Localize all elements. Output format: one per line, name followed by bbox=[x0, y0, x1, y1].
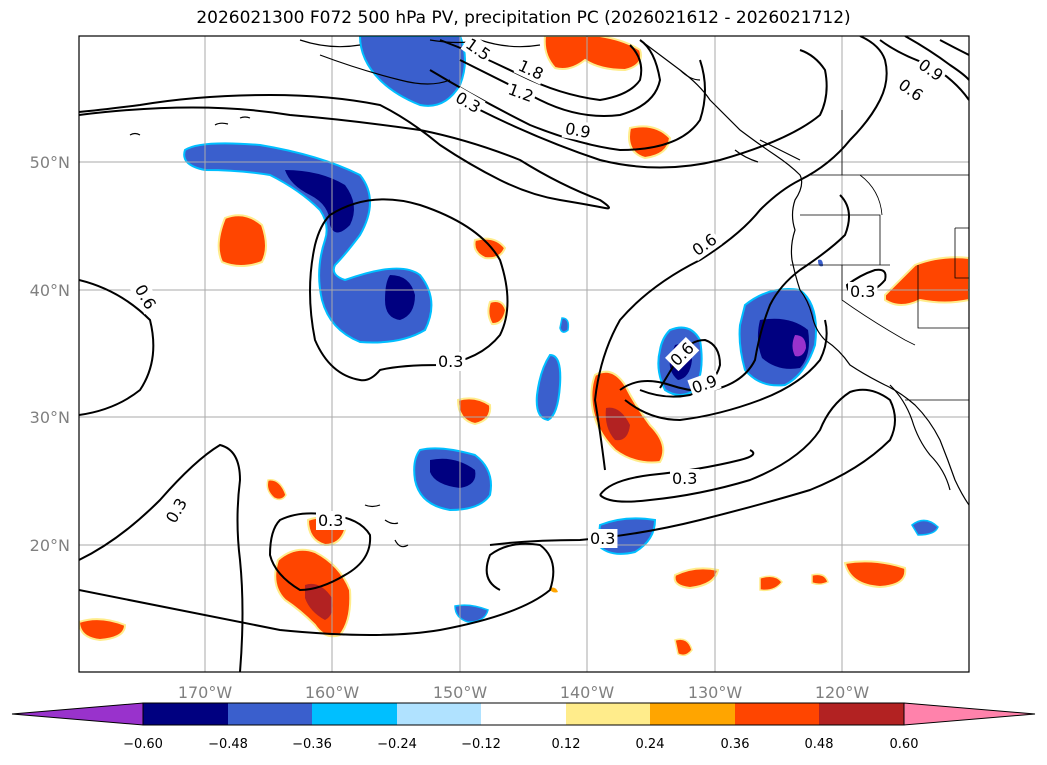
contour-label-halo bbox=[686, 228, 723, 261]
contour-label-halo bbox=[503, 78, 538, 107]
precip-blob-pos bbox=[266, 479, 287, 501]
precip-blob-neg bbox=[911, 519, 939, 536]
contour-label-halo bbox=[665, 337, 700, 372]
colorbar-segment bbox=[312, 703, 397, 725]
colorbar-segment bbox=[397, 703, 481, 725]
colorbar-segment bbox=[481, 703, 566, 725]
precip-blob-neg-core bbox=[430, 458, 476, 488]
precip-blob-pos bbox=[628, 125, 672, 160]
precip-blob-neg bbox=[183, 142, 433, 344]
precipitation-shading bbox=[79, 36, 969, 657]
contour-label-halo bbox=[513, 55, 549, 85]
precip-blob-pos bbox=[674, 638, 693, 657]
contour-label: 0.6 bbox=[895, 75, 927, 105]
precip-blob-neg-core bbox=[385, 275, 415, 320]
colorbar-extend-right bbox=[903, 702, 1036, 726]
contour-label: 0.3 bbox=[850, 282, 875, 301]
pv-contours bbox=[79, 36, 969, 672]
contour-label: 0.3 bbox=[318, 511, 343, 530]
contour-label-halo bbox=[913, 53, 949, 87]
precip-blob-neg bbox=[454, 604, 489, 623]
contour-label-halo bbox=[848, 282, 878, 301]
contour-label-halo bbox=[450, 86, 486, 119]
colorbar-tick: 0.60 bbox=[890, 737, 919, 752]
lon-tick-label: 130°W bbox=[688, 683, 743, 702]
lat-tick-label: 30°N bbox=[30, 408, 70, 427]
colorbar-tick: −0.36 bbox=[292, 737, 332, 752]
contour-label-halo bbox=[436, 352, 466, 371]
precip-blob-pos bbox=[456, 397, 492, 426]
colorbar-segment bbox=[650, 703, 735, 725]
lon-tick-label: 120°W bbox=[815, 683, 870, 702]
contour-label: 0.6 bbox=[689, 230, 721, 260]
lat-tick-label: 20°N bbox=[30, 536, 70, 555]
colorbar-tick: −0.24 bbox=[377, 737, 417, 752]
contour-label-halo bbox=[460, 33, 496, 66]
contour-label-halo bbox=[893, 73, 929, 107]
contour-label: 0.3 bbox=[672, 469, 697, 488]
colorbar-tick: 0.12 bbox=[552, 737, 581, 752]
contour-label-halo bbox=[670, 469, 700, 488]
colorbar-extend-left bbox=[11, 702, 144, 726]
precip-blob-pos bbox=[543, 36, 642, 72]
contour-label-halo bbox=[160, 493, 193, 529]
precip-blob-pos-core bbox=[305, 583, 333, 620]
precip-blob-pos bbox=[673, 567, 720, 590]
precip-blob-pos bbox=[79, 618, 127, 642]
longitude-ticks: 170°W 160°W 150°W 140°W 130°W 120°W bbox=[178, 683, 870, 702]
colorbar-segment bbox=[735, 703, 819, 725]
lon-tick-label: 170°W bbox=[178, 683, 233, 702]
precip-blob-pos bbox=[217, 214, 267, 267]
precip-blob-pos bbox=[759, 575, 783, 592]
political-borders bbox=[790, 110, 969, 401]
precip-blob-pos bbox=[487, 300, 508, 326]
lon-tick-label: 140°W bbox=[560, 683, 615, 702]
map-frame bbox=[78, 35, 970, 673]
contour-label-halo bbox=[687, 370, 722, 399]
colorbar-tick: −0.48 bbox=[208, 737, 248, 752]
colorbar-segment bbox=[819, 703, 904, 725]
coastlines bbox=[129, 39, 969, 548]
colorbar-tick: −0.12 bbox=[461, 737, 501, 752]
colorbar: −0.60 −0.48 −0.36 −0.24 −0.12 0.12 0.24 … bbox=[11, 702, 1036, 752]
contour-label: 0.9 bbox=[564, 119, 592, 142]
colorbar-tick: −0.60 bbox=[123, 737, 163, 752]
contour-label-halo bbox=[588, 529, 618, 548]
precip-blob-pos bbox=[811, 573, 829, 586]
lat-tick-label: 50°N bbox=[30, 153, 70, 172]
contour-label-halo bbox=[129, 279, 161, 315]
colorbar-segment bbox=[143, 703, 228, 725]
lon-tick-label: 160°W bbox=[305, 683, 360, 702]
colorbar-tick: 0.48 bbox=[805, 737, 834, 752]
colorbar-tick: 0.24 bbox=[636, 737, 665, 752]
contour-label-halo bbox=[316, 511, 346, 530]
contour-labels: 1.5 1.8 1.2 0.3 0.9 0.9 0.6 0.6 0.6 0.3 … bbox=[129, 33, 949, 548]
precip-blob-pos-core bbox=[605, 407, 630, 441]
precip-blob-pos bbox=[884, 256, 969, 306]
precip-blob-neg-core bbox=[285, 170, 354, 233]
colorbar-tick: 0.36 bbox=[721, 737, 750, 752]
colorbar-segment bbox=[228, 703, 312, 725]
lon-tick-label: 150°W bbox=[433, 683, 488, 702]
colorbar-frame bbox=[142, 702, 905, 726]
precip-blob-neg bbox=[358, 36, 466, 107]
precip-blob-neg bbox=[535, 353, 562, 422]
precip-blob-neg-core bbox=[757, 318, 809, 369]
precip-blob-pos bbox=[473, 237, 507, 260]
contour-label: 0.3 bbox=[590, 529, 615, 548]
precip-blob-neg bbox=[559, 317, 570, 333]
lat-tick-label: 40°N bbox=[30, 281, 70, 300]
contour-label: 0.3 bbox=[438, 352, 463, 371]
colorbar-segment bbox=[566, 703, 650, 725]
chart-title: 2026021300 F072 500 hPa PV, precipitatio… bbox=[196, 8, 851, 28]
contour-label-halo bbox=[561, 118, 594, 143]
precip-blob-pos bbox=[843, 560, 907, 589]
latitude-ticks: 50°N 40°N 30°N 20°N bbox=[30, 153, 70, 555]
precip-blob-neg-peak bbox=[792, 335, 806, 357]
